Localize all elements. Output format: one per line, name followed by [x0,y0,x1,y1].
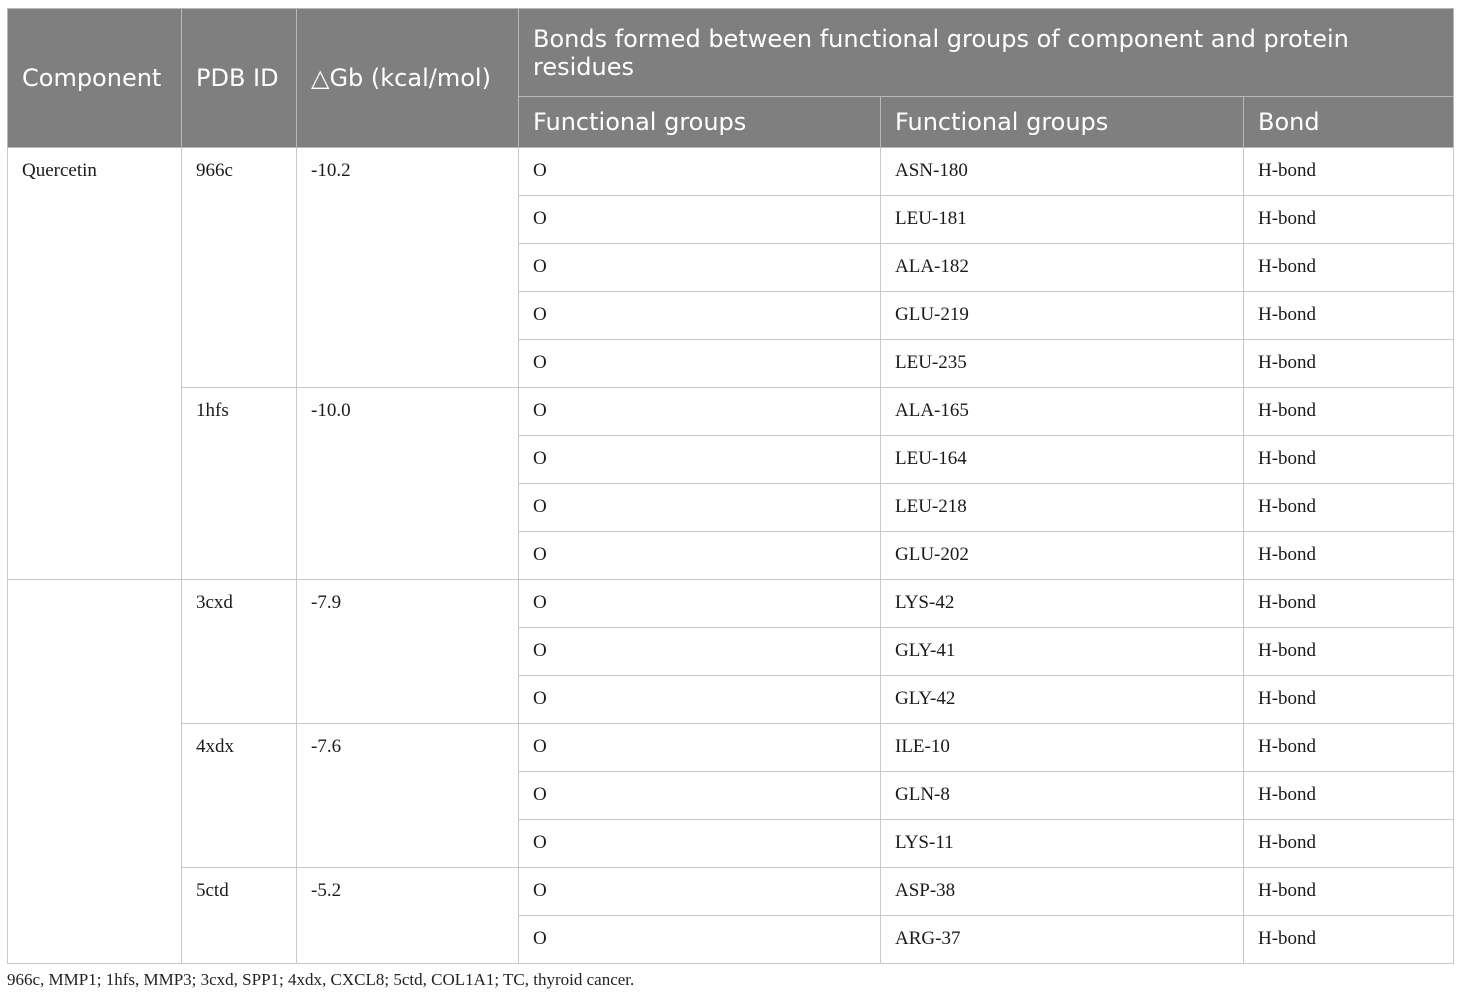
cell-bond: H-bond [1243,147,1454,196]
table-row: O GLY-41 H-bond [8,627,1454,676]
docking-table: Component PDB ID △Gb (kcal/mol) Bonds fo… [7,8,1454,964]
cell-functional-group-protein: GLY-41 [880,627,1244,676]
table-row: O GLN-8 H-bond [8,771,1454,820]
header-pdb-id: PDB ID [181,8,297,148]
cell-functional-group-protein: ALA-165 [880,387,1244,436]
table-footnote: 966c, MMP1; 1hfs, MMP3; 3cxd, SPP1; 4xdx… [7,970,635,989]
cell-delta-gb: -10.2 [296,147,519,388]
cell-functional-group-component: O [518,819,881,868]
header-bonds-group: Bonds formed between functional groups o… [518,8,1454,97]
cell-functional-group-component: O [518,675,881,724]
cell-functional-group-component: O [518,435,881,484]
cell-component-empty [7,579,182,964]
cell-bond: H-bond [1243,771,1454,820]
table-row: 5ctd -5.2 O ASP-38 H-bond [8,867,1454,964]
cell-functional-group-component: O [518,339,881,388]
cell-delta-gb: -5.2 [296,867,519,964]
cell-bond: H-bond [1243,483,1454,532]
table-row: 3cxd -7.9 O LYS-42 H-bond [7,579,1454,964]
cell-pdb-id: 5ctd [181,867,297,964]
cell-functional-group-protein: LEU-218 [880,483,1244,532]
table-row: 1hfs -10.0 O ALA-165 H-bond [8,387,1454,580]
cell-bond: H-bond [1243,675,1454,724]
cell-functional-group-protein: LYS-42 [880,579,1244,628]
cell-functional-group-component: O [518,627,881,676]
header-component: Component [7,8,182,148]
cell-bond: H-bond [1243,435,1454,484]
cell-functional-group-component: O [518,243,881,292]
cell-functional-group-protein: LEU-181 [880,195,1244,244]
cell-bond: H-bond [1243,627,1454,676]
cell-functional-group-protein: GLU-202 [880,531,1244,580]
cell-functional-group-protein: ASN-180 [880,147,1244,196]
cell-pdb-id: 3cxd [181,579,297,724]
cell-functional-group-protein: LYS-11 [880,819,1244,868]
cell-functional-group-protein: GLN-8 [880,771,1244,820]
table-row: O GLU-202 H-bond [8,531,1454,580]
header-bond: Bond [1243,96,1454,148]
table-row: O GLY-42 H-bond [8,675,1454,724]
table-container: Component PDB ID △Gb (kcal/mol) Bonds fo… [7,8,1454,964]
cell-functional-group-component: O [518,147,881,196]
cell-pdb-id: 1hfs [181,387,297,580]
cell-functional-group-protein: LEU-164 [880,435,1244,484]
cell-functional-group-component: O [518,771,881,820]
cell-bond: H-bond [1243,339,1454,388]
cell-pdb-id: 4xdx [181,723,297,868]
cell-bond: H-bond [1243,387,1454,436]
cell-functional-group-component: O [518,867,881,916]
cell-functional-group-component: O [518,531,881,580]
cell-delta-gb: -7.6 [296,723,519,868]
header-functional-groups-protein: Functional groups [880,96,1244,148]
table-row: 4xdx -7.6 O ILE-10 H-bond [8,723,1454,868]
cell-bond: H-bond [1243,195,1454,244]
header-functional-groups-component: Functional groups [518,96,881,148]
cell-bond: H-bond [1243,915,1454,964]
cell-functional-group-component: O [518,915,881,964]
cell-pdb-id: 966c [181,147,297,388]
table-row: O LEU-164 H-bond [8,435,1454,484]
cell-functional-group-component: O [518,387,881,436]
cell-functional-group-protein: GLY-42 [880,675,1244,724]
cell-functional-group-protein: GLU-219 [880,291,1244,340]
table-row: O LEU-235 H-bond [8,339,1454,388]
cell-bond: H-bond [1243,723,1454,772]
cell-bond: H-bond [1243,243,1454,292]
table-body: Quercetin 966c -10.2 O ASN-180 H-bond O LEU-181… [7,147,1454,964]
cell-bond: H-bond [1243,531,1454,580]
cell-functional-group-component: O [518,723,881,772]
cell-functional-group-protein: ALA-182 [880,243,1244,292]
cell-functional-group-component: O [518,579,881,628]
cell-functional-group-protein: LEU-235 [880,339,1244,388]
cell-bond: H-bond [1243,579,1454,628]
cell-component: Quercetin [7,147,182,580]
cell-functional-group-protein: ARG-37 [880,915,1244,964]
cell-delta-gb: -7.9 [296,579,519,724]
table-row: Quercetin 966c -10.2 O ASN-180 H-bond [7,147,1454,580]
table-row: O GLU-219 H-bond [8,291,1454,340]
cell-bond: H-bond [1243,291,1454,340]
cell-functional-group-component: O [518,195,881,244]
table-row: O LEU-181 H-bond [8,195,1454,244]
cell-bond: H-bond [1243,867,1454,916]
table-row: O ALA-182 H-bond [8,243,1454,292]
table-row: O ARG-37 H-bond [8,915,1454,964]
cell-bond: H-bond [1243,819,1454,868]
table-header: Component PDB ID △Gb (kcal/mol) Bonds fo… [7,8,1454,148]
cell-functional-group-component: O [518,483,881,532]
header-delta-gb: △Gb (kcal/mol) [296,8,519,148]
table-row: O LYS-11 H-bond [8,819,1454,868]
cell-functional-group-protein: ASP-38 [880,867,1244,916]
cell-functional-group-component: O [518,291,881,340]
cell-delta-gb: -10.0 [296,387,519,580]
cell-functional-group-protein: ILE-10 [880,723,1244,772]
